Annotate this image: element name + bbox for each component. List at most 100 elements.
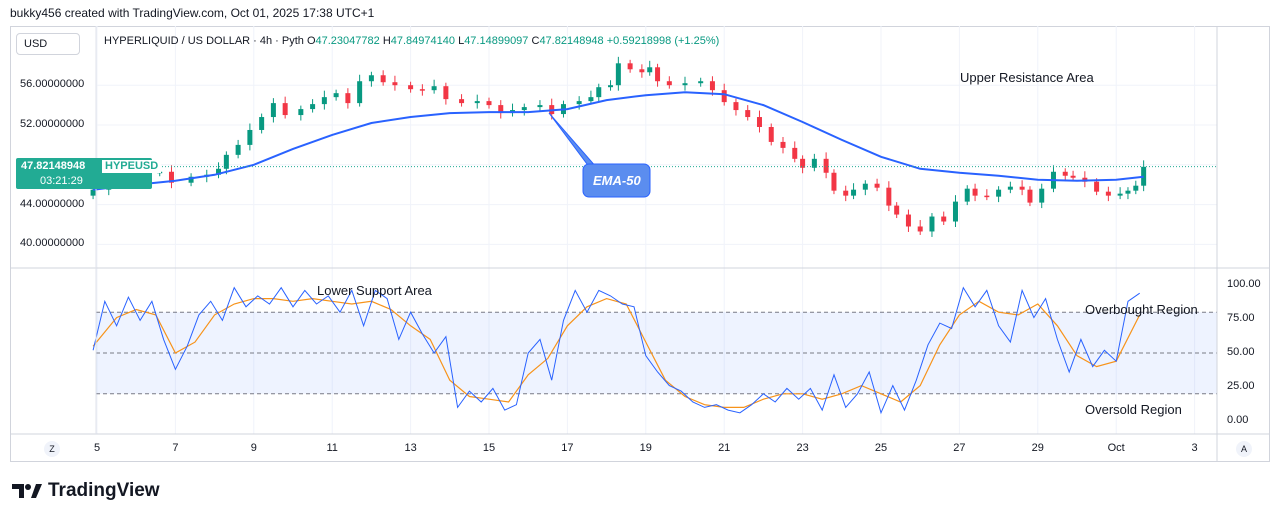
candle-body: [321, 97, 327, 105]
price-axis-label: 44.00000000: [20, 197, 85, 210]
auto-scale-button[interactable]: A: [1236, 441, 1252, 457]
ema-callout-box: [582, 163, 651, 198]
candle-body: [655, 67, 661, 82]
time-axis-label: 15: [482, 442, 496, 454]
tradingview-logo-text: TradingView: [48, 480, 160, 501]
candle-body: [1019, 186, 1025, 190]
candle-body: [972, 188, 978, 196]
candle-body: [357, 81, 363, 104]
candle-body: [1039, 188, 1045, 203]
high-value: 47.84974140: [390, 35, 455, 47]
candle-body: [996, 189, 1002, 197]
candle-body: [666, 81, 672, 86]
time-axis-label: 23: [796, 442, 809, 454]
candle-body: [216, 168, 222, 175]
stochastic-axis-label: 25.00: [1227, 380, 1255, 392]
candle-body: [733, 102, 739, 111]
candle-body: [639, 69, 645, 73]
candle-body: [576, 101, 582, 105]
candle-body: [223, 154, 229, 169]
candle-body: [964, 188, 970, 202]
stochastic-axis-label: 50.00: [1227, 346, 1255, 358]
candle-body: [345, 93, 351, 104]
time-axis-label: 9: [250, 442, 257, 454]
candle-body: [431, 86, 437, 91]
candle-body: [1062, 171, 1068, 176]
close-value: 47.82148948: [539, 35, 604, 47]
candle-body: [608, 85, 614, 88]
change-value: +0.59218998 (+1.25%): [606, 35, 720, 47]
candle-body: [188, 176, 194, 183]
candle-body: [886, 187, 892, 206]
time-axis-label: 7: [172, 442, 179, 454]
candle-body: [419, 89, 425, 91]
candle-body: [811, 158, 817, 168]
currency-button[interactable]: USD: [16, 33, 80, 55]
bar-countdown: 03:21:29: [40, 175, 83, 187]
candle-body: [537, 105, 543, 108]
time-axis-label: 13: [404, 442, 417, 454]
candle-body: [1094, 181, 1100, 192]
time-axis-label: 19: [639, 442, 652, 454]
candle-body: [270, 103, 276, 118]
candle-body: [380, 75, 386, 83]
candle-body: [298, 109, 304, 116]
open-key: O: [306, 35, 316, 47]
stoch-k-line: [92, 286, 1140, 415]
candle-body: [905, 214, 911, 227]
candle-body: [498, 105, 504, 114]
last-price-symbol: HYPEUSD: [102, 160, 162, 173]
candle-body: [235, 144, 241, 155]
chart-frame: [10, 26, 1270, 462]
price-axis-label: 52.00000000: [20, 118, 85, 130]
candle-body: [874, 183, 880, 188]
candle-body: [952, 201, 958, 222]
candle-body: [247, 129, 253, 145]
candle-body: [282, 103, 288, 116]
tradingview-logo[interactable]: TradingView: [12, 480, 160, 502]
candle-body: [851, 189, 857, 196]
stochastic-axis-label: 75.00: [1227, 312, 1255, 324]
candle-body: [392, 82, 398, 86]
time-axis-label: Oct: [1107, 442, 1125, 454]
candle-body: [647, 67, 653, 73]
time-axis-label: 5: [93, 442, 101, 454]
zoom-button[interactable]: Z: [44, 441, 60, 457]
candle-body: [443, 86, 449, 100]
stochastic-axis-label: 0.00: [1227, 414, 1249, 426]
candle-body: [780, 141, 786, 148]
upper-resistance-label: Upper Resistance Area: [960, 70, 1094, 85]
candle-body: [1141, 166, 1147, 186]
candle-body: [333, 93, 339, 98]
candle-body: [941, 216, 947, 222]
last-price-value: 47.82148948: [21, 160, 86, 172]
candle-body: [756, 117, 762, 127]
candle-body: [800, 158, 806, 168]
candle-body: [474, 101, 480, 104]
time-axis-label: 3: [1191, 442, 1198, 454]
symbol-name: HYPERLIQUID / US DOLLAR · 4h · Pyth: [104, 35, 304, 47]
candle-body: [588, 97, 594, 102]
stochastic-axis-label: 100.00: [1227, 278, 1261, 290]
time-axis-label: 29: [1031, 442, 1044, 454]
open-value: 47.23047782: [315, 35, 380, 47]
low-key: L: [458, 35, 465, 47]
symbol-legend: HYPERLIQUID / US DOLLAR · 4h · Pyth O47.…: [104, 35, 719, 47]
candle-body: [615, 63, 621, 86]
candle-body: [368, 75, 374, 82]
candle-body: [792, 147, 798, 159]
candle-body: [721, 90, 727, 103]
close-key: C: [531, 35, 540, 47]
candle-body: [408, 85, 414, 90]
candle-body: [168, 171, 174, 183]
candle-body: [894, 205, 900, 215]
time-axis-label: 25: [874, 442, 888, 454]
candle-body: [486, 101, 492, 106]
candle-body: [745, 110, 751, 118]
candle-body: [984, 195, 990, 198]
candle-body: [1105, 191, 1111, 196]
tradingview-logo-icon: [12, 484, 42, 498]
ema50-line: [92, 91, 1144, 191]
candle-body: [627, 63, 633, 70]
